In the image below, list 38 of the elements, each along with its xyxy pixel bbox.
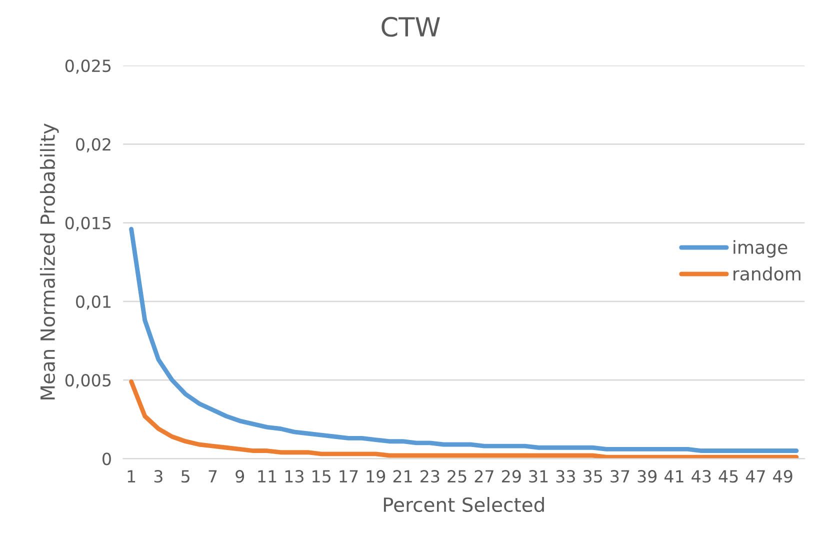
x-tick-label: 13: [285, 470, 304, 483]
x-tick-label: 3: [154, 470, 162, 483]
x-tick-label: 49: [773, 470, 792, 483]
x-tick-label: 23: [420, 470, 440, 483]
x-tick-label: 43: [692, 470, 711, 483]
y-tick-label: 0,025: [65, 59, 111, 74]
x-tick-label: 15: [312, 470, 330, 483]
y-tick-label: 0,01: [76, 295, 110, 310]
y-tick-label: 0,015: [65, 216, 111, 232]
y-axis-title: Mean Normalized Probability: [40, 123, 59, 400]
x-tick-label: 37: [610, 470, 630, 483]
x-tick-label: 35: [583, 470, 602, 483]
x-axis-title: Percent Selected: [384, 496, 544, 512]
x-tick-label: 31: [529, 470, 548, 483]
y-tick-label: 0,005: [65, 374, 111, 388]
x-tick-label: 11: [258, 470, 276, 482]
x-tick-label: 21: [393, 470, 412, 482]
x-tick-label: 17: [340, 470, 358, 482]
x-tick-label: 19: [366, 470, 386, 483]
x-tick-label: 27: [474, 470, 494, 482]
x-tick-label: 7: [208, 470, 217, 482]
y-tick-label: 0: [102, 452, 111, 466]
x-tick-label: 39: [638, 470, 657, 483]
x-tick-label: 45: [718, 470, 738, 483]
legend-label: image: [734, 240, 788, 258]
y-tick-label: 0,02: [76, 138, 110, 152]
x-tick-label: 41: [664, 470, 684, 482]
chart-title: CTW: [382, 16, 440, 37]
legend-label: random: [734, 266, 800, 281]
x-tick-label: 33: [556, 470, 575, 483]
x-tick-label: 29: [502, 470, 521, 483]
line-series: [129, 379, 799, 459]
x-tick-label: 47: [746, 470, 765, 482]
x-tick-label: 25: [448, 470, 466, 483]
line-series: [129, 226, 799, 454]
x-tick-label: 5: [182, 470, 190, 483]
x-tick-label: 9: [236, 470, 244, 483]
x-tick-label: 1: [128, 470, 136, 482]
